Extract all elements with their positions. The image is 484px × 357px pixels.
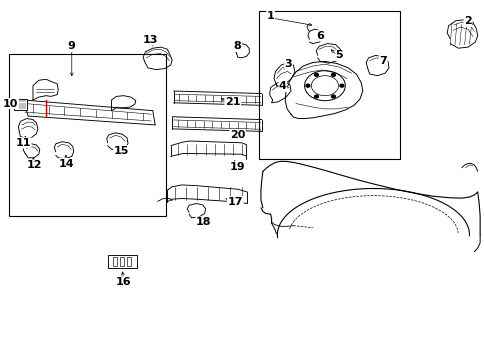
Text: 12: 12 [26,160,42,170]
Bar [14,99,27,110]
Bar [113,257,117,266]
Circle shape [314,74,318,76]
Circle shape [314,95,318,98]
Bar [259,11,399,159]
Text: 7: 7 [378,56,386,66]
Text: 6: 6 [316,31,323,41]
Text: 18: 18 [196,217,211,227]
Circle shape [331,74,334,76]
Text: 9: 9 [68,41,76,51]
Text: 17: 17 [227,197,242,207]
Text: 21: 21 [225,97,240,107]
Text: 11: 11 [15,138,31,148]
Text: 4: 4 [278,81,286,91]
Circle shape [305,84,309,87]
Text: 15: 15 [113,146,129,156]
Text: 20: 20 [229,130,245,140]
Text: 13: 13 [142,35,158,45]
Circle shape [339,84,343,87]
Bar [126,257,131,266]
Bar [9,54,166,216]
Text: 5: 5 [335,50,343,60]
Text: 3: 3 [284,59,292,69]
Text: 10: 10 [3,99,18,109]
Bar [120,257,124,266]
Circle shape [331,95,334,98]
Text: 14: 14 [59,159,75,169]
Text: 8: 8 [233,41,241,51]
Bar [107,255,136,268]
Text: 19: 19 [229,162,245,172]
Text: 2: 2 [463,16,471,26]
Text: 1: 1 [266,11,274,21]
Text: 16: 16 [116,277,131,287]
